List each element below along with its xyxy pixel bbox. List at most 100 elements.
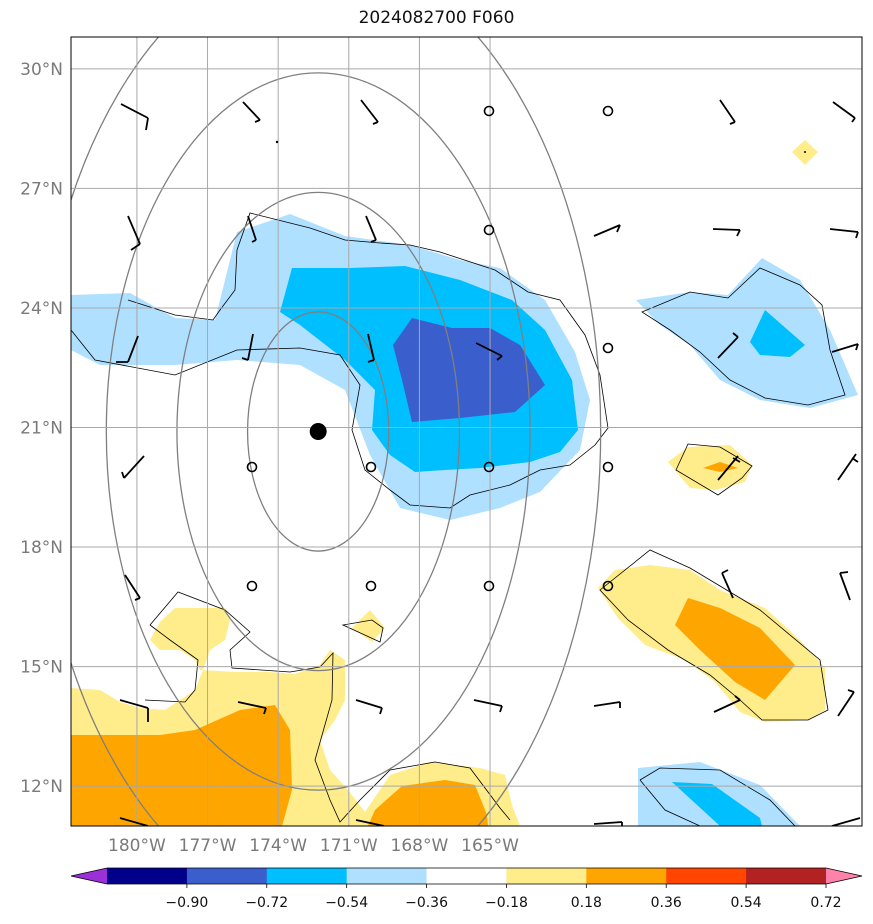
- wind-barb: [717, 455, 741, 481]
- contour-line: [599, 549, 829, 721]
- small-dot: [804, 151, 806, 153]
- positive-anomaly-orange-e: [703, 462, 738, 472]
- wind-barbs: [116, 99, 861, 826]
- wind-barb: [475, 342, 503, 361]
- wind-barb: [719, 99, 736, 125]
- colorbar-extend-high: [826, 868, 862, 884]
- wind-barb: [837, 689, 855, 717]
- range-rings: [71, 37, 602, 826]
- colorbar-tick-label: −0.54: [325, 895, 368, 911]
- calm-wind-circle: [483, 461, 495, 473]
- colorbar-segment: [107, 868, 188, 884]
- wind-barb: [717, 332, 739, 359]
- colorbar-tick-label: −0.72: [245, 895, 288, 911]
- colorbar-tick-label: −0.36: [405, 895, 448, 911]
- wind-barb: [241, 333, 254, 361]
- wind-barb: [593, 224, 621, 237]
- shaded-fields: [71, 140, 858, 826]
- wind-barb: [127, 215, 141, 251]
- colorbar-tick-label: 0.36: [651, 895, 682, 911]
- colorbar-tick-label: 0.18: [571, 895, 602, 911]
- map-title: 2024082700 F060: [358, 8, 515, 28]
- wind-barb: [839, 571, 851, 601]
- contour-line: [675, 443, 753, 496]
- negative-anomaly-light-blue-east: [636, 258, 858, 408]
- calm-wind-circle: [365, 580, 377, 592]
- lat-tick-label: 27°N: [20, 179, 63, 199]
- map-frame: [70, 36, 863, 827]
- wind-barb: [355, 819, 385, 826]
- wind-barb: [119, 817, 149, 826]
- wind-barb: [837, 453, 859, 481]
- calm-wind-circle: [602, 105, 614, 117]
- lon-tick-label: 165°W: [461, 836, 519, 856]
- wind-barb: [721, 569, 734, 599]
- lat-tick-label: 30°N: [20, 60, 63, 80]
- colorbar-segment: [586, 868, 667, 884]
- lon-tick-label: 168°W: [391, 836, 449, 856]
- positive-anomaly-yellow-islet: [352, 610, 385, 642]
- small-dot: [275, 140, 279, 144]
- range-ring: [246, 311, 390, 552]
- lon-tick-label: 177°W: [179, 836, 237, 856]
- wind-barb: [121, 455, 145, 479]
- wind-barb: [119, 699, 149, 722]
- calm-wind-circle: [602, 580, 614, 592]
- contour-line: [149, 591, 511, 823]
- colorbar-segment: [346, 868, 428, 884]
- calm-wind-circle: [483, 105, 495, 117]
- lon-tick-label: 180°W: [108, 836, 166, 856]
- wind-barb: [247, 215, 257, 243]
- wind-barb: [832, 101, 856, 123]
- wind-barb: [473, 699, 503, 713]
- lat-tick-label: 21°N: [20, 419, 63, 439]
- positive-anomaly-orange-se: [675, 598, 795, 700]
- graticule: [71, 37, 862, 826]
- wind-barb: [360, 99, 379, 125]
- positive-anomaly-orange-s: [368, 780, 488, 826]
- colorbar-tick-label: −0.18: [485, 895, 528, 911]
- calm-wind-markers: [246, 105, 614, 592]
- calm-wind-circle: [483, 580, 495, 592]
- positive-anomaly-orange-sw: [71, 705, 292, 826]
- negative-anomaly-blue-south: [672, 782, 762, 826]
- calm-wind-circle: [246, 461, 258, 473]
- wind-barb: [593, 701, 621, 708]
- longitude-labels: 180°W 177°W 174°W 171°W 168°W 165°W: [108, 836, 519, 856]
- contour-line: [641, 267, 846, 406]
- colorbar-segment: [186, 868, 268, 884]
- colorbar-segment: [506, 868, 587, 884]
- range-ring: [105, 72, 531, 791]
- range-ring: [71, 37, 602, 826]
- lon-tick-label: 174°W: [249, 836, 307, 856]
- wind-barb: [593, 821, 623, 826]
- colorbar-extend-low: [71, 868, 107, 884]
- calm-wind-circle: [602, 342, 614, 354]
- wind-barb: [116, 335, 139, 363]
- storm-center-marker: [309, 423, 327, 440]
- colorbar-segment: [666, 868, 747, 884]
- range-ring: [176, 191, 461, 672]
- calm-wind-circle: [246, 580, 258, 592]
- calm-wind-circle: [602, 461, 614, 473]
- wind-barb: [831, 343, 859, 353]
- negative-anomaly-dark-blue: [393, 318, 545, 422]
- wind-barb: [713, 695, 741, 713]
- colorbar-segment: [746, 868, 827, 884]
- colorbar-tick-label: −0.90: [165, 895, 208, 911]
- latitude-labels: 30°N 27°N 24°N 21°N 18°N 15°N 12°N: [20, 60, 63, 797]
- lon-tick-label: 171°W: [320, 836, 378, 856]
- wind-barb: [829, 228, 859, 239]
- wind-barb: [237, 701, 267, 715]
- colorbar-tick-label: 0.54: [731, 895, 762, 911]
- wind-barb: [831, 817, 861, 826]
- lat-tick-label: 18°N: [20, 538, 63, 558]
- colorbar-tick-label: 0.72: [810, 895, 841, 911]
- lat-tick-label: 12°N: [20, 777, 63, 797]
- lat-tick-label: 15°N: [20, 658, 63, 678]
- negative-anomaly-blue-east: [750, 310, 805, 357]
- calm-wind-circle: [365, 461, 377, 473]
- wind-barb: [712, 228, 741, 237]
- colorbar-segment: [266, 868, 348, 884]
